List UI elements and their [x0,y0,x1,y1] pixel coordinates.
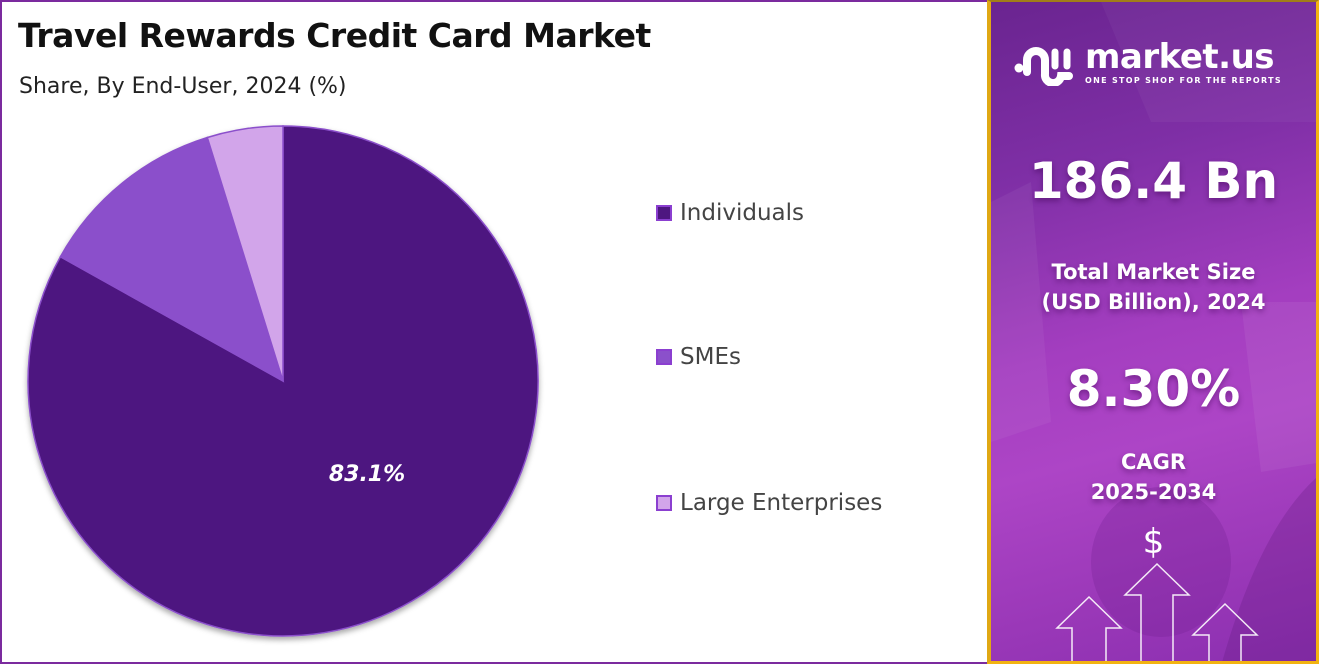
chart-panel: Travel Rewards Credit Card Market Share,… [0,0,987,664]
summary-panel: market.us ONE STOP SHOP FOR THE REPORTS … [987,0,1319,664]
logo-tagline: ONE STOP SHOP FOR THE REPORTS [1085,75,1282,85]
market-size-label-line1: Total Market Size [1051,260,1256,284]
cagr-label-line2: 2025-2034 [1090,480,1217,504]
legend-item-large-enterprises[interactable]: Large Enterprises [656,490,882,516]
pie-slice-large-enterprises[interactable] [206,125,284,382]
legend-label: Individuals [680,200,804,226]
chart-subtitle: Share, By End-User, 2024 (%) [19,74,347,99]
growth-arrows-icon [1055,562,1259,661]
pie-label-individuals: 83.1% [329,462,405,487]
legend-label: SMEs [680,344,741,370]
chart-title: Travel Rewards Credit Card Market [18,16,651,55]
legend-swatch-icon [656,349,672,365]
pie-slice-smes[interactable] [59,136,285,383]
legend-swatch-icon [656,205,672,221]
market-us-logo[interactable]: market.us ONE STOP SHOP FOR THE REPORTS [1013,38,1282,86]
market-us-logo-icon [1014,47,1073,86]
market-size-value: 186.4 Bn [1028,152,1279,210]
legend-swatch-icon [656,495,672,511]
dollar-icon: $ [1142,522,1165,562]
pie-chart: 83.1% [27,125,539,637]
legend-item-smes[interactable]: SMEs [656,344,741,370]
legend-label: Large Enterprises [680,490,883,516]
background-decoration [991,2,1316,661]
cagr-value: 8.30% [1066,360,1241,418]
logo-name: market.us [1085,36,1275,77]
legend-item-individuals[interactable]: Individuals [656,200,804,226]
market-size-label-line2: (USD Billion), 2024 [1041,290,1266,314]
cagr-label-line1: CAGR [1120,450,1187,474]
